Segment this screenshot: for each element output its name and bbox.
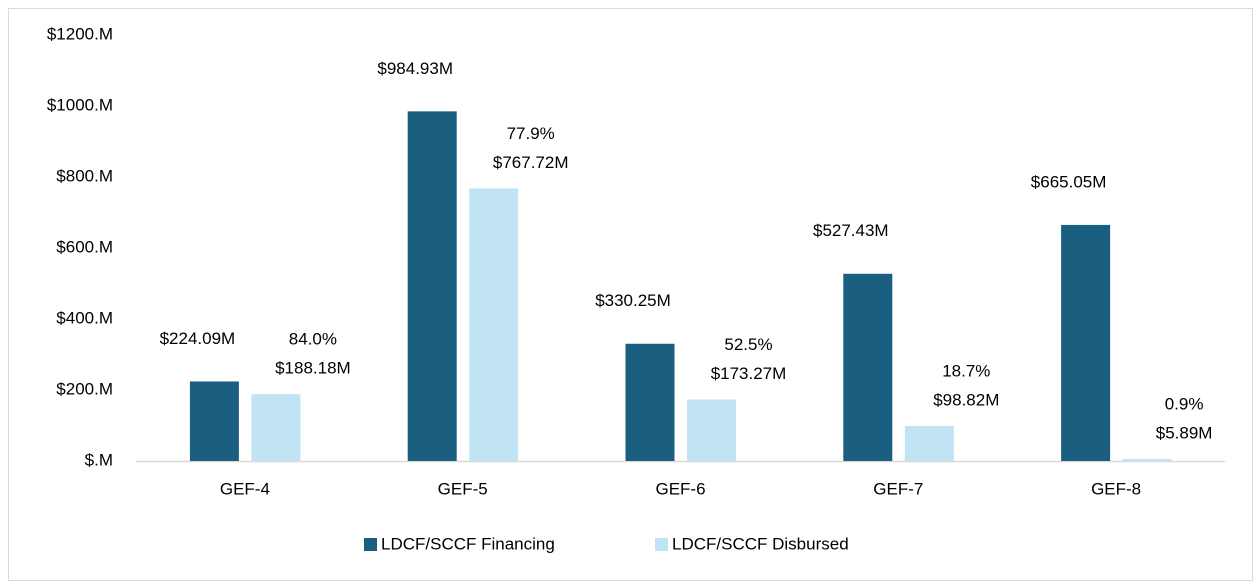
bar bbox=[189, 381, 239, 461]
y-tick-label: $1000.M bbox=[47, 95, 113, 114]
legend-label: LDCF/SCCF Disbursed bbox=[672, 534, 849, 553]
bar bbox=[469, 188, 519, 461]
bar bbox=[407, 111, 457, 461]
bar bbox=[625, 343, 675, 461]
data-label: $527.43M bbox=[813, 221, 889, 240]
percent-label: 77.9% bbox=[507, 124, 555, 143]
x-tick-label: GEF-5 bbox=[438, 479, 488, 498]
x-tick-label: GEF-8 bbox=[1091, 479, 1141, 498]
legend-label: LDCF/SCCF Financing bbox=[381, 534, 555, 553]
legend-swatch bbox=[655, 538, 668, 551]
y-tick-label: $400.M bbox=[56, 308, 113, 327]
bar bbox=[904, 425, 954, 461]
bar bbox=[1061, 224, 1111, 461]
y-tick-label: $800.M bbox=[56, 166, 113, 185]
y-tick-label: $.M bbox=[85, 450, 113, 469]
percent-label: 52.5% bbox=[724, 335, 772, 354]
data-label: $665.05M bbox=[1031, 172, 1107, 191]
data-label: $173.27M bbox=[711, 364, 787, 383]
data-label: $5.89M bbox=[1156, 423, 1213, 442]
data-label: $767.72M bbox=[493, 153, 569, 172]
x-tick-label: GEF-4 bbox=[220, 479, 270, 498]
percent-label: 84.0% bbox=[289, 330, 337, 349]
chart-frame bbox=[8, 8, 1253, 581]
data-label: $98.82M bbox=[933, 390, 999, 409]
y-tick-label: $1200.M bbox=[47, 24, 113, 43]
percent-label: 0.9% bbox=[1165, 394, 1204, 413]
data-label: $984.93M bbox=[377, 59, 453, 78]
data-label: $224.09M bbox=[160, 329, 236, 348]
bar bbox=[1122, 458, 1172, 461]
bar bbox=[843, 273, 893, 461]
data-label: $188.18M bbox=[275, 359, 351, 378]
x-tick-label: GEF-7 bbox=[873, 479, 923, 498]
y-tick-label: $600.M bbox=[56, 237, 113, 256]
percent-label: 18.7% bbox=[942, 361, 990, 380]
y-tick-label: $200.M bbox=[56, 379, 113, 398]
data-label: $330.25M bbox=[595, 291, 671, 310]
bar bbox=[251, 394, 301, 461]
x-tick-label: GEF-6 bbox=[655, 479, 705, 498]
bar bbox=[687, 399, 736, 461]
legend-swatch bbox=[364, 538, 377, 551]
